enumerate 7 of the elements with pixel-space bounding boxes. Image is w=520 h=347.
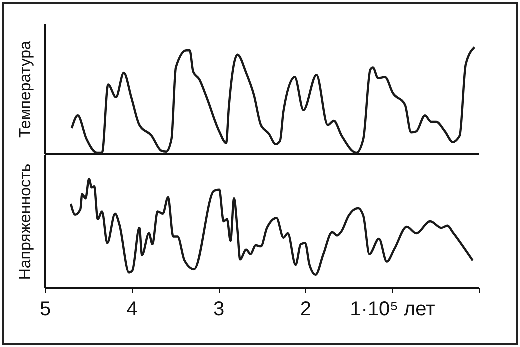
y-axis-title: Температура: [18, 40, 34, 138]
x-tick-label: 3: [214, 298, 225, 320]
y-axis-title: Напряженность: [18, 164, 34, 280]
x-tick-label: 4: [126, 298, 138, 320]
x-tick-label: 5: [40, 298, 52, 320]
x-tick-label: 2: [300, 298, 312, 320]
x-tick-label: 1·10⁵ лет: [350, 298, 436, 320]
